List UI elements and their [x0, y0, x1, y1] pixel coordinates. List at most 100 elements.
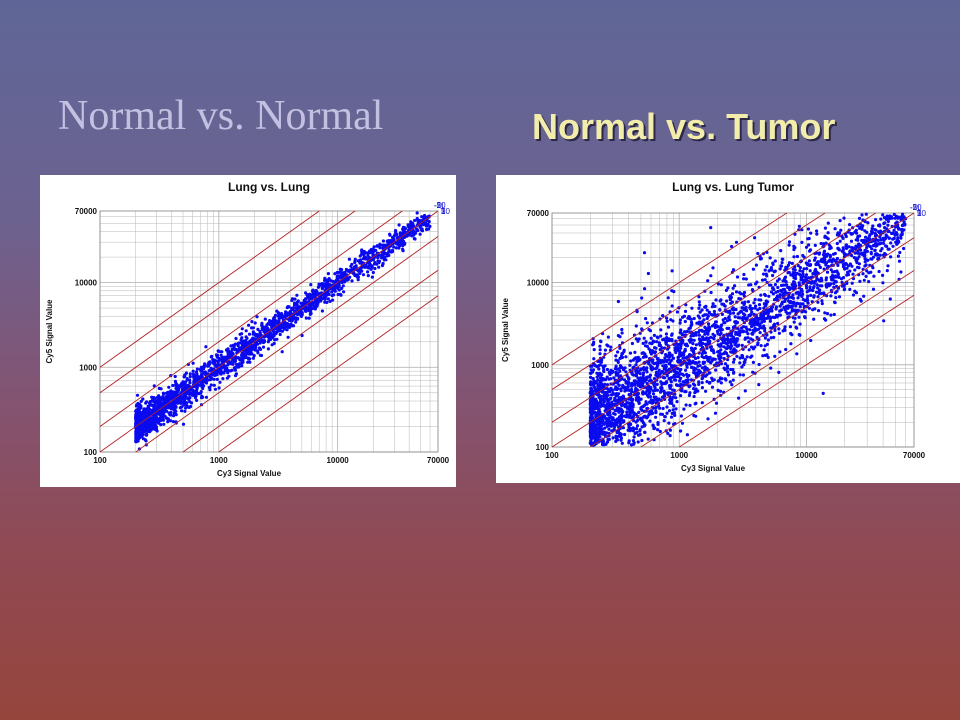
data-point	[395, 242, 399, 246]
data-point	[897, 259, 902, 263]
data-point	[213, 373, 217, 377]
data-point	[161, 410, 166, 414]
data-point	[616, 299, 620, 304]
data-point	[313, 304, 317, 309]
data-point	[237, 341, 241, 345]
data-point	[750, 307, 754, 311]
data-point	[213, 387, 218, 391]
data-point	[800, 294, 804, 298]
data-point	[833, 291, 838, 295]
data-point	[777, 331, 781, 335]
data-point	[651, 366, 655, 370]
data-point	[337, 284, 341, 289]
data-point	[678, 368, 682, 372]
data-point	[161, 397, 165, 401]
data-point	[216, 349, 220, 353]
data-point	[255, 315, 259, 319]
data-point	[223, 364, 227, 368]
data-point	[602, 443, 606, 447]
data-point	[665, 380, 669, 384]
data-point	[814, 262, 818, 267]
data-point	[274, 327, 278, 331]
data-point	[597, 409, 601, 413]
data-point	[227, 355, 231, 360]
data-point	[696, 373, 700, 377]
data-point	[644, 340, 648, 344]
data-point	[684, 403, 688, 407]
data-point	[879, 238, 883, 242]
data-point	[640, 417, 644, 421]
data-point	[666, 338, 670, 342]
data-point	[339, 274, 343, 278]
data-point	[326, 272, 330, 276]
data-point	[173, 379, 177, 383]
data-point	[786, 263, 791, 267]
data-point	[192, 374, 196, 379]
data-point	[152, 400, 156, 404]
data-point	[278, 332, 282, 337]
data-point	[787, 240, 792, 244]
data-point	[640, 438, 644, 443]
data-point	[290, 307, 294, 312]
data-point	[731, 378, 735, 382]
data-point	[820, 299, 824, 303]
data-point	[861, 272, 865, 276]
data-point	[863, 251, 867, 255]
chart-lung-vs-lung: -10 -5 -2 1 2 5 10 100 1000 10000 70000 100 1000 1000…	[40, 175, 456, 487]
data-point	[592, 357, 596, 361]
data-point	[691, 382, 696, 386]
data-point	[613, 367, 617, 371]
data-point	[229, 353, 233, 357]
data-point	[771, 261, 775, 265]
data-point	[220, 350, 224, 354]
data-point	[642, 336, 646, 340]
plot-frame	[551, 212, 915, 448]
data-point	[225, 376, 229, 380]
data-point	[883, 252, 887, 256]
data-point	[889, 255, 893, 259]
data-point	[742, 272, 746, 277]
data-point	[794, 273, 798, 277]
data-point	[614, 439, 618, 443]
data-point	[839, 277, 844, 281]
data-point	[708, 371, 712, 375]
data-point	[662, 394, 667, 398]
data-point	[631, 405, 635, 409]
data-point	[698, 328, 702, 332]
data-point	[892, 228, 896, 232]
data-point	[771, 286, 775, 290]
data-point	[658, 348, 662, 352]
data-point	[602, 368, 606, 372]
data-point	[348, 275, 352, 279]
data-point	[725, 364, 729, 368]
data-point	[244, 329, 248, 333]
data-point	[148, 407, 152, 411]
data-point	[596, 392, 600, 396]
data-point	[749, 322, 753, 326]
data-point	[747, 348, 751, 352]
data-point	[795, 352, 799, 356]
data-point	[185, 378, 189, 382]
data-point	[607, 437, 611, 441]
data-point	[740, 354, 745, 358]
data-point	[605, 375, 609, 379]
data-point	[776, 285, 780, 290]
data-point	[808, 248, 813, 252]
data-point	[320, 309, 324, 313]
data-point	[766, 338, 770, 342]
data-point	[823, 255, 827, 259]
data-point	[708, 325, 712, 330]
data-point	[766, 311, 770, 316]
data-point	[200, 382, 204, 387]
data-point	[822, 242, 826, 246]
data-point	[726, 373, 731, 377]
data-point	[728, 309, 732, 313]
data-point	[746, 300, 750, 304]
data-point	[632, 442, 636, 446]
data-point	[628, 404, 632, 408]
data-point	[776, 321, 780, 326]
data-point	[700, 401, 704, 405]
data-point	[200, 369, 204, 373]
data-point	[698, 339, 702, 343]
data-point	[598, 363, 602, 367]
